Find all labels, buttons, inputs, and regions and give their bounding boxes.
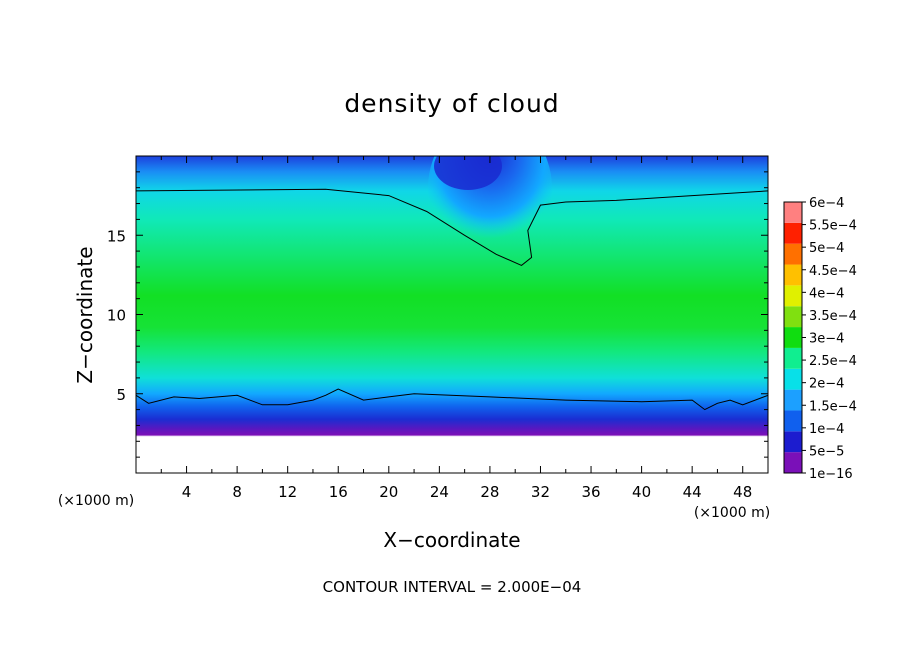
colorbar-swatch bbox=[784, 264, 802, 286]
chart-title: density of cloud bbox=[344, 89, 559, 118]
y-tick-label: 5 bbox=[116, 386, 126, 404]
y-axis-label: Z−coordinate bbox=[73, 246, 97, 383]
plume-region bbox=[428, 156, 552, 260]
colorbar-swatch bbox=[784, 306, 802, 328]
y-tick-label: 10 bbox=[107, 307, 126, 325]
colorbar-label: 2e−4 bbox=[809, 377, 844, 392]
colorbar-swatch bbox=[784, 410, 802, 432]
colorbar-swatch bbox=[784, 285, 802, 307]
x-axis-ticks: 4 8 12 16 20 24 28 32 36 40 44 48 bbox=[160, 156, 752, 501]
y-tick-label: 15 bbox=[107, 227, 126, 245]
contour-lines bbox=[136, 188, 768, 411]
colorbar-label: 2.5e−4 bbox=[809, 354, 857, 369]
colorbar: 1e−16 5e−5 1e−4 1.5e−4 2e−4 2.5e−4 3e−4 3.5e−4 4… bbox=[783, 196, 857, 482]
colorbar-label: 4e−4 bbox=[809, 286, 844, 301]
colorbar-label: 1e−16 bbox=[809, 467, 853, 482]
colorbar-label: 3e−4 bbox=[809, 332, 844, 347]
colorbar-swatch bbox=[784, 452, 802, 473]
x-tick-label: 4 bbox=[182, 483, 192, 501]
colorbar-swatch bbox=[784, 327, 802, 348]
colorbar-swatch bbox=[784, 431, 802, 453]
colorbar-swatch bbox=[784, 389, 802, 411]
x-tick-label: 36 bbox=[581, 483, 600, 501]
x-unit-label: (×1000 m) bbox=[694, 505, 770, 521]
colorbar-swatch bbox=[784, 368, 802, 390]
x-tick-label: 24 bbox=[430, 483, 449, 501]
colorbar-swatch bbox=[784, 243, 802, 265]
colorbar-label: 6e−4 bbox=[809, 196, 844, 211]
x-tick-label: 16 bbox=[329, 483, 348, 501]
x-tick-label: 32 bbox=[531, 483, 550, 501]
colorbar-label: 5e−4 bbox=[809, 241, 844, 256]
x-tick-label: 48 bbox=[733, 483, 752, 501]
colorbar-label: 1.5e−4 bbox=[809, 399, 857, 414]
y-axis-ticks: 5 10 15 bbox=[107, 171, 768, 458]
colorbar-label: 5e−5 bbox=[809, 444, 844, 459]
colorbar-label: 3.5e−4 bbox=[809, 309, 857, 324]
colorbar-label: 4.5e−4 bbox=[809, 264, 857, 279]
colorbar-swatch bbox=[784, 222, 802, 244]
x-tick-label: 44 bbox=[683, 483, 702, 501]
plume-core bbox=[434, 156, 502, 190]
x-tick-label: 8 bbox=[232, 483, 242, 501]
contour-line-lower bbox=[136, 388, 768, 411]
x-tick-label: 40 bbox=[632, 483, 651, 501]
x-tick-label: 28 bbox=[480, 483, 499, 501]
colorbar-swatch bbox=[784, 202, 802, 223]
x-tick-label: 20 bbox=[379, 483, 398, 501]
colorbar-swatch bbox=[784, 347, 802, 369]
x-axis-label: X−coordinate bbox=[383, 528, 520, 552]
y-unit-label: (×1000 m) bbox=[58, 493, 134, 509]
x-tick-label: 12 bbox=[278, 483, 297, 501]
colorbar-label: 1e−4 bbox=[809, 422, 844, 437]
colorbar-label: 5.5e−4 bbox=[809, 219, 857, 234]
contour-line-upper bbox=[136, 188, 768, 266]
contour-interval-label: CONTOUR INTERVAL = 2.000E−04 bbox=[323, 578, 582, 596]
